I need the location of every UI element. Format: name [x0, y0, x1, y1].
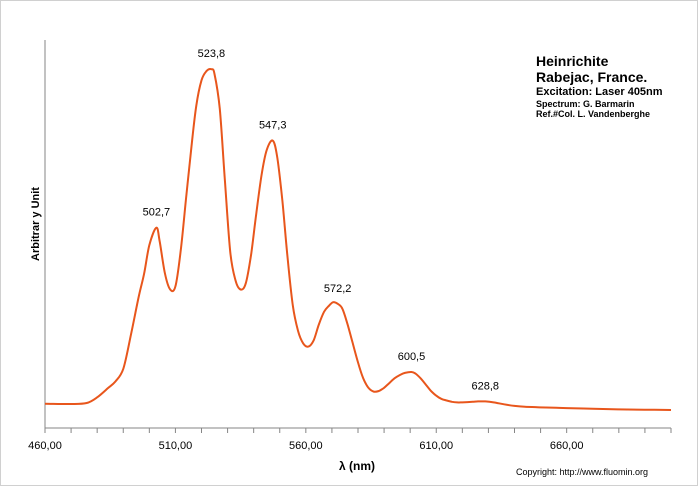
info-block: Heinrichite Rabejac, France. Excitation:…: [536, 53, 663, 120]
spectrum-series-line: [44, 67, 672, 411]
peak-label: 572,2: [324, 283, 352, 295]
locality: Rabejac, France.: [536, 69, 648, 86]
x-ticks: 460,00 510,00 560,00 610,00 660,00: [28, 428, 672, 452]
mineral-name: Heinrichite: [536, 53, 609, 69]
x-tick-label: 510,00: [159, 440, 193, 452]
copyright-text: Copyright: http://www.fluomin.org: [516, 467, 649, 477]
excitation: Excitation: Laser 405nm: [536, 86, 663, 99]
reference: Ref.#Col. L. Vandenberghe: [536, 109, 651, 120]
x-tick-label: 460,00: [28, 440, 62, 452]
series-layer: [44, 67, 672, 411]
peak-label: 628,8: [472, 380, 500, 392]
peak-label: 502,7: [143, 207, 171, 219]
x-tick-label: 560,00: [289, 440, 323, 452]
peak-label: 600,5: [398, 351, 426, 363]
peak-label: 523,8: [198, 48, 226, 60]
peak-labels: 502,7 523,8 547,3 572,2 600,5 628,8: [143, 48, 499, 392]
spectrum-credit: Spectrum: G. Barmarin: [536, 98, 635, 109]
y-axis-label: Arbitrar y Unit: [30, 187, 42, 261]
x-tick-label: 610,00: [419, 440, 453, 452]
peak-label: 547,3: [259, 120, 287, 132]
x-tick-label: 660,00: [550, 440, 584, 452]
x-axis-label: λ (nm): [339, 459, 375, 473]
